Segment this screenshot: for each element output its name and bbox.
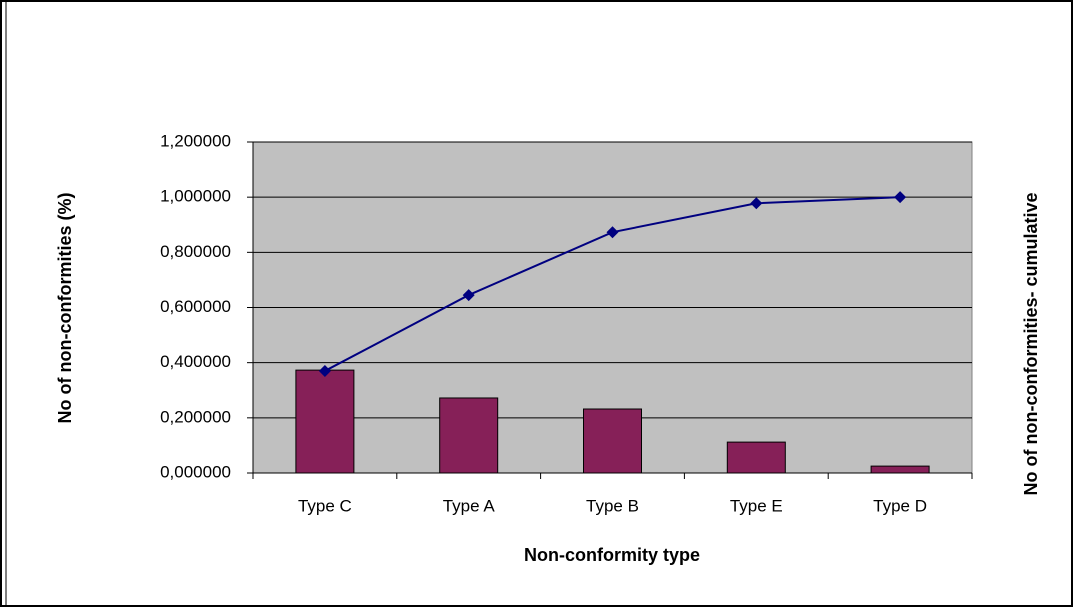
y-tick-label: 1,200000: [160, 131, 231, 150]
marker: [750, 197, 763, 210]
bar: [439, 397, 499, 474]
y-tick-label: 0,800000: [160, 242, 231, 261]
marker: [606, 226, 619, 239]
x-tick-label: Type A: [443, 496, 496, 515]
y-tick-label: 0,600000: [160, 297, 231, 316]
marker: [894, 191, 907, 204]
y-tick-label: 0,000000: [160, 462, 231, 481]
y-tick-label: 1,000000: [160, 187, 231, 206]
marker: [318, 364, 331, 377]
bar: [870, 465, 930, 474]
x-tick-label: Type D: [873, 496, 927, 515]
marker: [462, 289, 475, 302]
y-tick-label: 0,400000: [160, 352, 231, 371]
bar: [726, 441, 786, 474]
x-tick-label: Type C: [298, 496, 352, 515]
y-axis-title: No of non-conformities (%): [55, 193, 75, 424]
bar: [583, 408, 642, 474]
x-tick-label: Type B: [586, 496, 639, 515]
x-tick-label: Type E: [730, 496, 783, 515]
bar: [295, 369, 355, 474]
y-tick-label: 0,200000: [160, 407, 231, 426]
x-axis-title: Non-conformity type: [524, 545, 700, 565]
y2-axis-title: No of non-conformities- cumulative: [1021, 192, 1041, 495]
